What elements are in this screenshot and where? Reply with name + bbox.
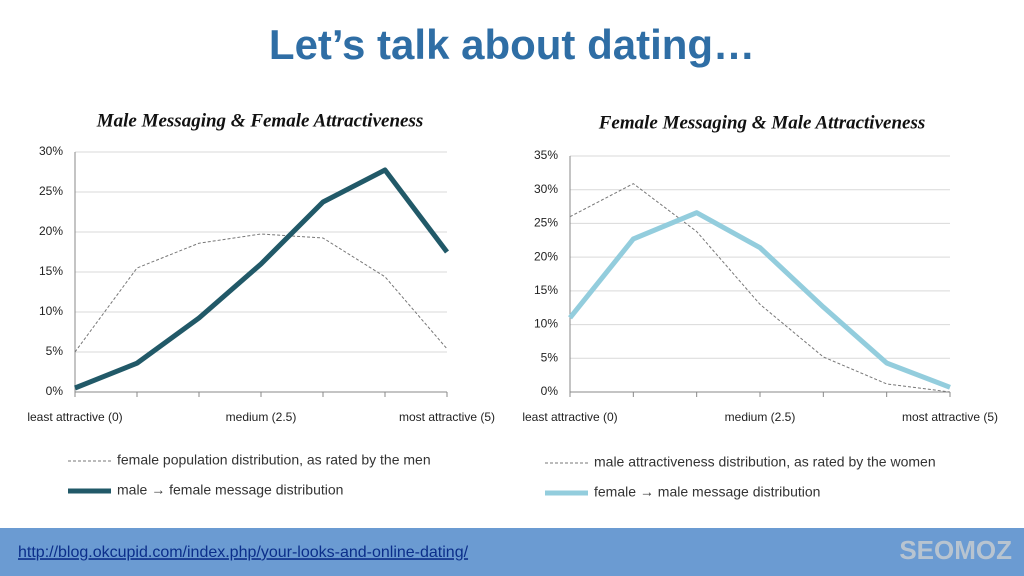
x-tick-label: most attractive (5) [902, 410, 998, 424]
x-tick-label: least attractive (0) [522, 410, 617, 424]
y-tick-label: 15% [39, 264, 63, 278]
y-tick-label: 30% [39, 144, 63, 158]
y-tick-label: 30% [534, 182, 558, 196]
y-tick-label: 20% [534, 249, 558, 263]
series-line [568, 210, 951, 390]
logo: SEOMOZ [899, 535, 1012, 565]
x-tick-label: medium (2.5) [725, 410, 796, 424]
legend-label: female population distribution, as rated… [117, 452, 431, 468]
legend-label: male attractiveness distribution, as rat… [594, 454, 936, 470]
footer-bar [0, 528, 1024, 576]
y-tick-label: 0% [46, 384, 64, 398]
series-line [74, 167, 449, 391]
y-tick-label: 5% [541, 350, 559, 364]
series-line [569, 183, 951, 393]
y-tick-label: 25% [39, 184, 63, 198]
y-tick-label: 35% [534, 148, 558, 162]
chart-title: Male Messaging & Female Attractiveness [96, 110, 424, 131]
y-tick-label: 15% [534, 283, 558, 297]
x-tick-label: medium (2.5) [226, 410, 297, 424]
x-tick-label: least attractive (0) [27, 410, 122, 424]
x-tick-label: most attractive (5) [399, 410, 495, 424]
y-tick-label: 10% [39, 304, 63, 318]
y-tick-label: 5% [46, 344, 64, 358]
slide-title: Let’s talk about dating… [269, 21, 755, 68]
y-tick-label: 20% [39, 224, 63, 238]
footer-link[interactable]: http://blog.okcupid.com/index.php/your-l… [18, 544, 469, 561]
y-tick-label: 25% [534, 216, 558, 230]
legend-label: female → male message distribution [594, 484, 820, 500]
legend-label: male → female message distribution [117, 482, 343, 498]
chart-title: Female Messaging & Male Attractiveness [598, 112, 926, 133]
y-tick-label: 10% [534, 317, 558, 331]
y-tick-label: 0% [541, 384, 559, 398]
